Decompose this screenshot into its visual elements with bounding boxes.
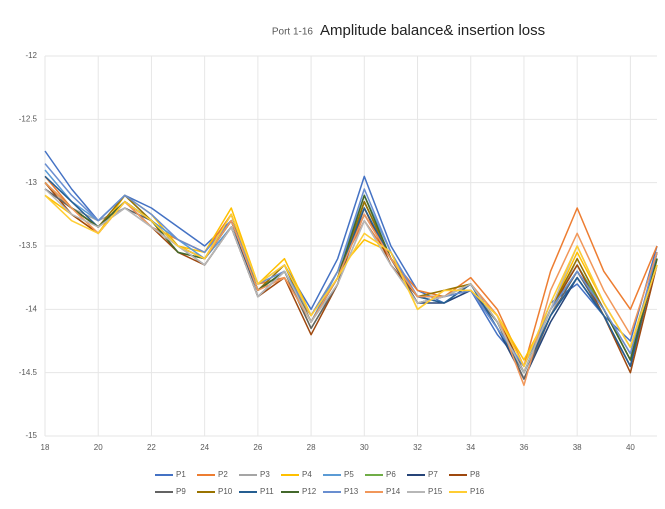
- x-tick-label: 20: [94, 443, 103, 452]
- x-tick-label: 24: [200, 443, 209, 452]
- series-line: [44, 194, 658, 368]
- x-tick-label: 18: [41, 443, 50, 452]
- series-line: [44, 163, 658, 368]
- legend-label: P16: [470, 487, 485, 496]
- series-line: [44, 182, 658, 387]
- y-tick-label: -14.5: [19, 368, 38, 377]
- y-tick-label: -12.5: [19, 114, 38, 123]
- x-tick-label: 28: [307, 443, 316, 452]
- legend-label: P13: [344, 487, 359, 496]
- legend-label: P1: [176, 470, 186, 479]
- y-tick-label: -13.5: [19, 241, 38, 250]
- y-tick-label: -15: [25, 431, 37, 440]
- legend-label: P15: [428, 487, 443, 496]
- x-tick-label: 32: [413, 443, 422, 452]
- y-tick-label: -12: [25, 51, 37, 60]
- x-tick-label: 34: [466, 443, 475, 452]
- legend-label: P9: [176, 487, 186, 496]
- chart-subtitle: Port 1-16: [272, 27, 314, 38]
- y-tick-label: -14: [25, 304, 37, 313]
- legend-label: P7: [428, 470, 438, 479]
- x-tick-label: 22: [147, 443, 156, 452]
- y-tick-label: -13: [25, 178, 37, 187]
- chart-title: Amplitude balance& insertion loss: [320, 22, 545, 39]
- legend-label: P2: [218, 470, 228, 479]
- legend-label: P8: [470, 470, 480, 479]
- legend-label: P5: [344, 470, 354, 479]
- x-tick-label: 38: [573, 443, 582, 452]
- legend-label: P11: [260, 487, 274, 496]
- series-line: [44, 188, 658, 374]
- legend-label: P14: [386, 487, 401, 496]
- x-tick-label: 26: [253, 443, 262, 452]
- legend-label: P12: [302, 487, 317, 496]
- legend-label: P4: [302, 470, 312, 479]
- x-tick-label: 36: [520, 443, 529, 452]
- series-line: [44, 182, 658, 374]
- x-tick-label: 40: [626, 443, 635, 452]
- legend-label: P6: [386, 470, 396, 479]
- x-tick-label: 30: [360, 443, 369, 452]
- legend-label: P10: [218, 487, 233, 496]
- legend-label: P3: [260, 470, 270, 479]
